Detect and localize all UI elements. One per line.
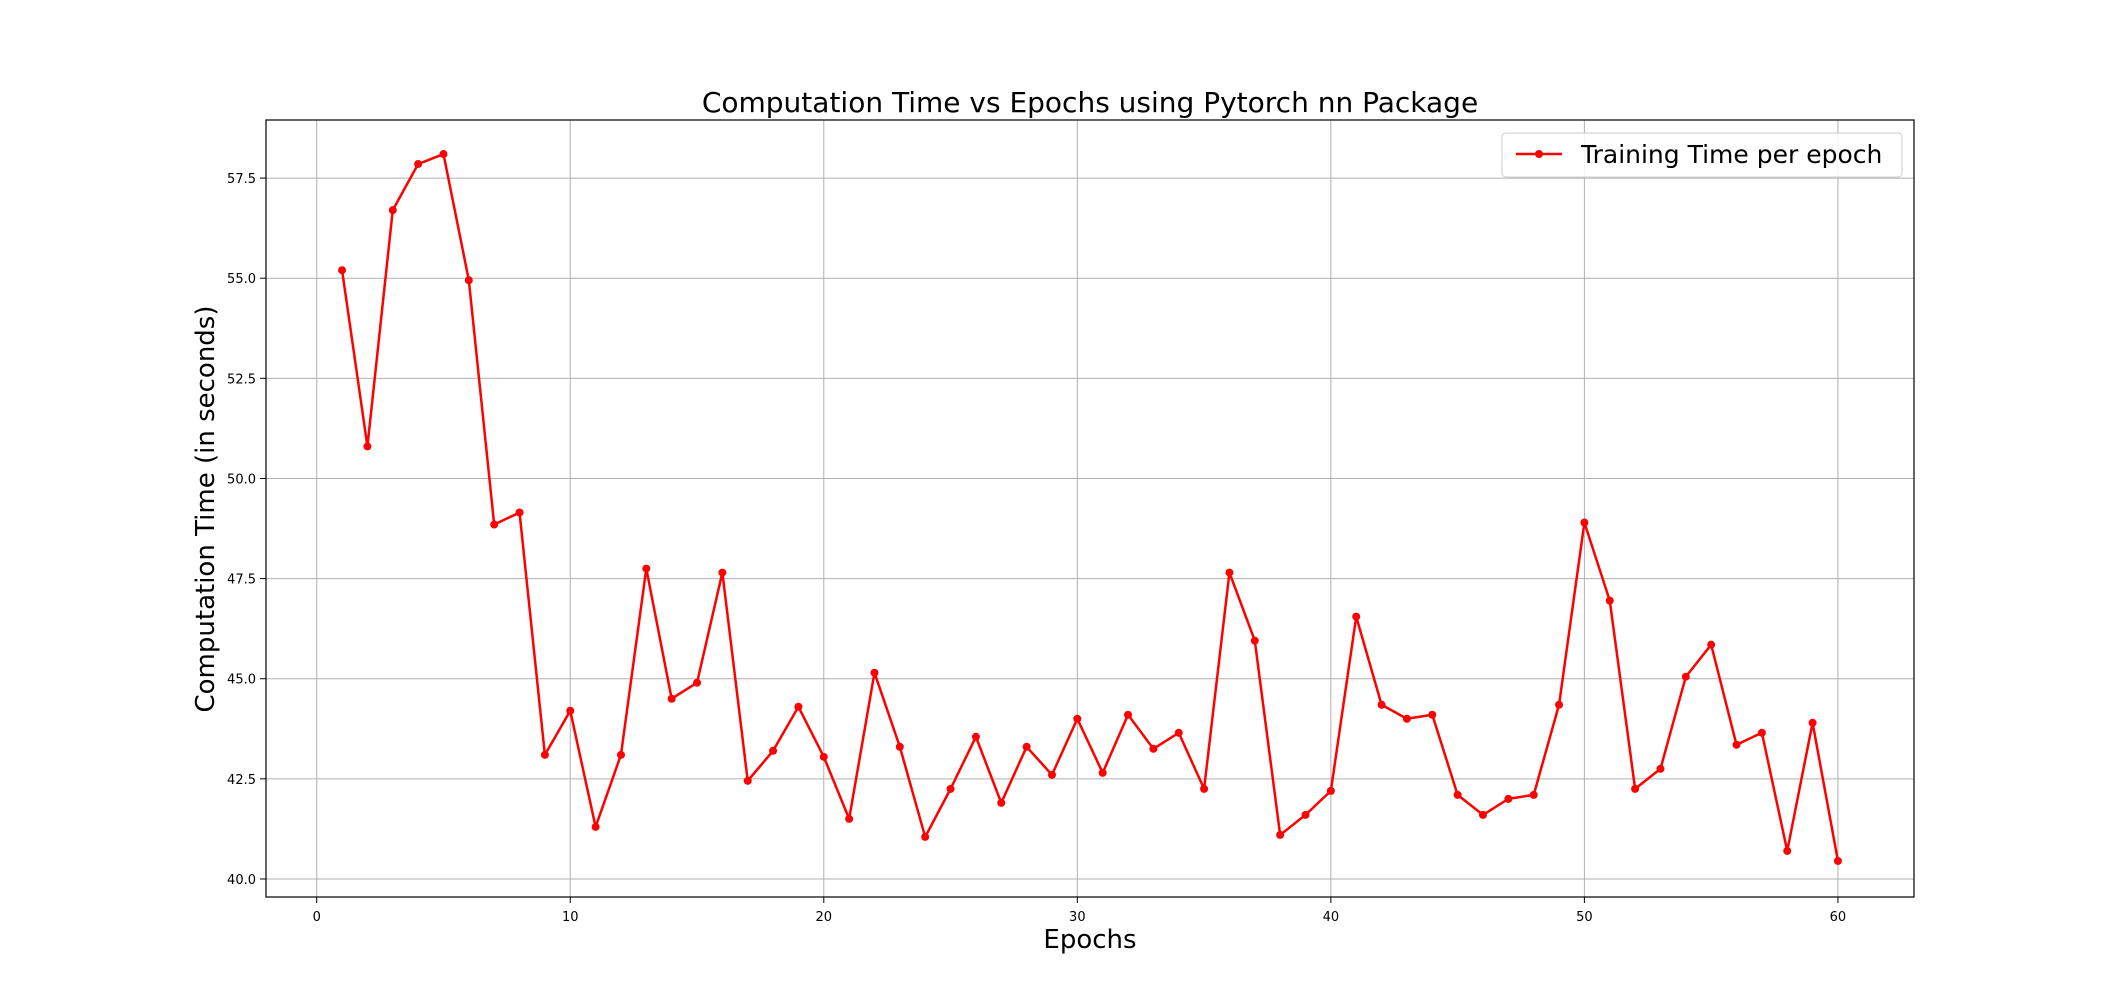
- data-point: [388, 206, 397, 215]
- data-point: [667, 694, 676, 703]
- data-point: [616, 750, 625, 759]
- y-axis-title: Computation Time (in seconds): [191, 306, 221, 713]
- y-tick-label: 52.5: [227, 372, 256, 387]
- data-point: [1276, 830, 1285, 839]
- data-point: [1555, 700, 1564, 709]
- data-point: [1149, 744, 1158, 753]
- legend-box: [1501, 132, 1903, 178]
- data-point: [591, 822, 600, 831]
- grid: [266, 120, 1914, 897]
- data-point: [1073, 714, 1082, 723]
- data-point: [1631, 784, 1640, 793]
- data-point: [1352, 612, 1361, 621]
- x-tick-label: 10: [562, 910, 579, 925]
- data-point: [642, 564, 651, 573]
- y-tick-label: 40.0: [227, 873, 256, 888]
- data-point: [1225, 568, 1234, 577]
- data-point: [464, 276, 473, 285]
- data-point: [1808, 718, 1817, 727]
- data-point: [1656, 764, 1665, 773]
- data-point: [1453, 790, 1462, 799]
- data-point: [1098, 768, 1107, 777]
- data-point: [1504, 794, 1513, 803]
- data-point: [718, 568, 727, 577]
- data-point: [1580, 518, 1589, 527]
- y-tick-label: 45.0: [227, 673, 256, 688]
- legend: Training Time per epoch: [1501, 132, 1903, 178]
- data-point: [338, 266, 347, 275]
- data-point: [363, 442, 372, 451]
- data-point: [1428, 710, 1437, 719]
- data-point: [997, 798, 1006, 807]
- data-point: [439, 150, 448, 159]
- data-point: [515, 508, 524, 517]
- data-point: [1124, 710, 1133, 719]
- data-point: [1478, 810, 1487, 819]
- data-point: [540, 750, 549, 759]
- data-point: [1326, 786, 1335, 795]
- series-line: [340, 152, 1840, 862]
- data-point: [1174, 728, 1183, 737]
- data-point: [414, 160, 423, 169]
- data-point: [1681, 672, 1690, 681]
- x-tick-label: 50: [1576, 910, 1593, 925]
- plot-frame: [265, 119, 1915, 898]
- y-tick-label: 57.5: [227, 172, 256, 187]
- data-point: [1757, 728, 1766, 737]
- chart-title: Computation Time vs Epochs using Pytorch…: [702, 86, 1478, 119]
- x-tick-label: 60: [1830, 910, 1847, 925]
- x-axis-title: Epochs: [1043, 925, 1136, 955]
- y-tick-label: 47.5: [227, 573, 256, 588]
- data-point: [566, 706, 575, 715]
- y-tick-label: 42.5: [227, 773, 256, 788]
- series-layer: [338, 150, 1842, 865]
- data-point: [1833, 856, 1842, 865]
- x-tick-label: 0: [313, 910, 321, 925]
- y-tick-label: 55.0: [227, 272, 256, 287]
- data-point: [1377, 700, 1386, 709]
- data-point: [693, 678, 702, 687]
- data-point: [819, 752, 828, 761]
- data-point: [1200, 784, 1209, 793]
- data-point: [870, 668, 879, 677]
- x-tick-label: 30: [1069, 910, 1086, 925]
- data-point: [1047, 770, 1056, 779]
- data-point: [1022, 742, 1031, 751]
- legend-marker-swatch: [1535, 150, 1543, 158]
- data-point: [1402, 714, 1411, 723]
- data-point: [1529, 790, 1538, 799]
- data-point: [1301, 810, 1310, 819]
- data-point: [1250, 636, 1259, 645]
- data-point: [1732, 740, 1741, 749]
- data-point: [1707, 640, 1716, 649]
- data-point: [946, 784, 955, 793]
- data-point: [895, 742, 904, 751]
- data-point: [1783, 846, 1792, 855]
- axis-ticks: 0 10 20 30 40 50 60 40.0 42.5 45.0 47.5 50.0 52.5 55.…: [227, 172, 1846, 925]
- legend-label: Training Time per epoch: [1580, 140, 1882, 169]
- data-point: [794, 702, 803, 711]
- data-point: [845, 814, 854, 823]
- x-tick-label: 20: [816, 910, 833, 925]
- data-point: [1605, 596, 1614, 605]
- data-point: [769, 746, 778, 755]
- data-point: [743, 776, 752, 785]
- data-point: [971, 732, 980, 741]
- x-tick-label: 40: [1323, 910, 1340, 925]
- y-tick-label: 50.0: [227, 472, 256, 487]
- data-point: [921, 832, 930, 841]
- data-point: [490, 520, 499, 529]
